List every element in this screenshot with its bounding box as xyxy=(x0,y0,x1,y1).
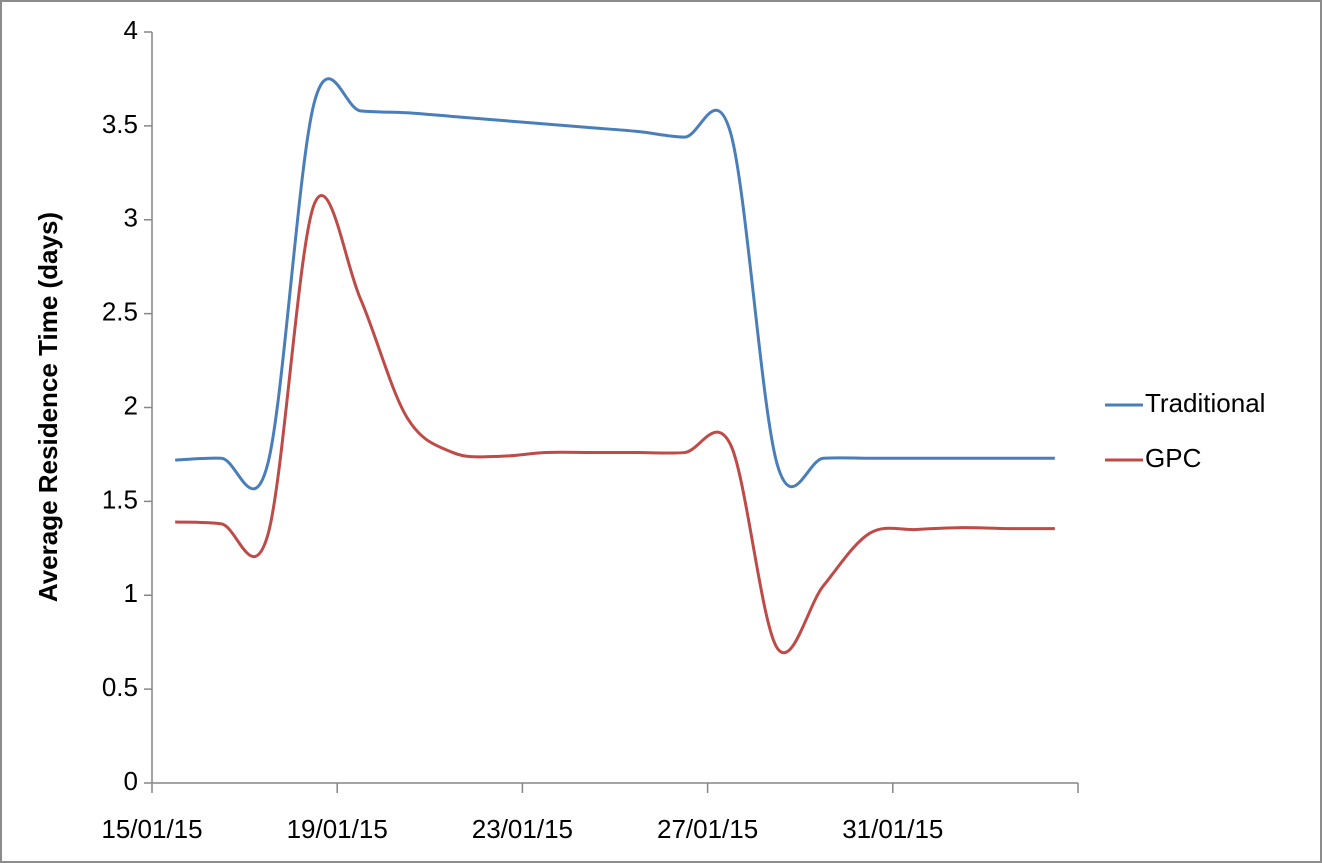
y-tick-label: 0.5 xyxy=(102,672,138,702)
y-tick-label: 1 xyxy=(124,578,138,608)
x-tick-label: 31/01/15 xyxy=(842,814,943,844)
y-tick-label: 1.5 xyxy=(102,484,138,514)
x-tick-label: 23/01/15 xyxy=(472,814,573,844)
legend-label: Traditional xyxy=(1145,388,1265,418)
x-tick-label: 15/01/15 xyxy=(101,814,202,844)
y-tick-label: 2 xyxy=(124,390,138,420)
y-axis-label: Average Residence Time (days) xyxy=(33,212,63,602)
y-tick-label: 4 xyxy=(124,15,138,45)
y-tick-label: 0 xyxy=(124,766,138,796)
y-tick-label: 3 xyxy=(124,203,138,233)
x-tick-label: 19/01/15 xyxy=(287,814,388,844)
x-tick-label: 27/01/15 xyxy=(657,814,758,844)
y-tick-label: 3.5 xyxy=(102,109,138,139)
series-line xyxy=(175,194,1055,655)
series-line xyxy=(175,77,1055,491)
y-tick-label: 2.5 xyxy=(102,297,138,327)
legend-label: GPC xyxy=(1145,443,1201,473)
